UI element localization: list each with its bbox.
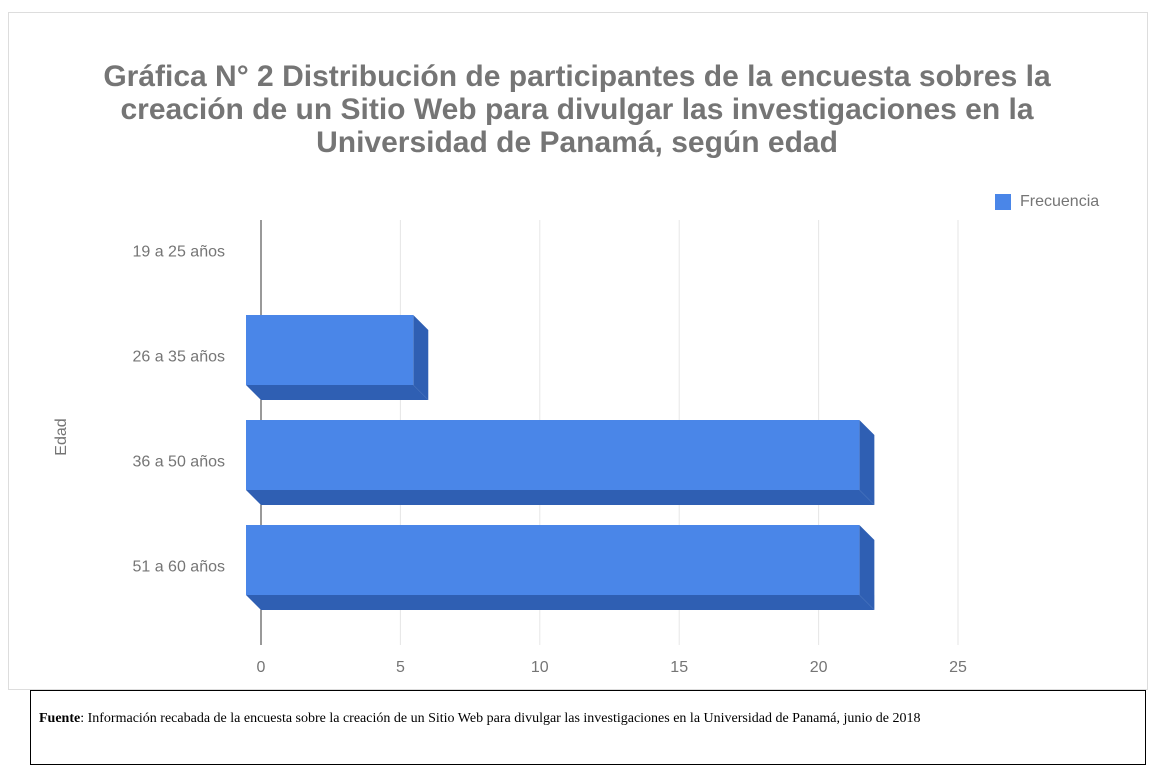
y-tick-label: 36 a 50 años <box>132 454 225 471</box>
bar-side <box>859 420 875 505</box>
source-text: : Información recabada de la encuesta so… <box>80 711 921 726</box>
x-tick-label: 25 <box>949 659 967 676</box>
y-axis-label: Edad <box>53 418 70 455</box>
bar-bottom <box>246 490 875 505</box>
chart: Edad 0 5 10 15 20 25 19 a 25 años 26 a 35 años 3… <box>53 193 1099 676</box>
bar-side <box>413 315 429 400</box>
x-tick-label: 0 <box>257 659 266 676</box>
x-tick-label: 20 <box>810 659 828 676</box>
x-tick-label: 5 <box>396 659 405 676</box>
chart-frame <box>8 12 1148 690</box>
chart-title: Gráfica N° 2 Distribución de participant… <box>103 60 1051 159</box>
bar <box>246 315 414 385</box>
legend-label: Frecuencia <box>1020 193 1099 210</box>
bar <box>246 420 860 490</box>
y-tick-label: 51 a 60 años <box>132 559 225 576</box>
bar-side <box>859 525 875 610</box>
bar-bottom <box>246 595 875 610</box>
source-label: Fuente <box>39 711 81 726</box>
y-tick-label: 19 a 25 años <box>132 244 225 261</box>
x-tick-label: 10 <box>531 659 549 676</box>
source-note: Fuente: Información recabada de la encue… <box>30 690 1146 765</box>
bar-bottom <box>246 385 429 400</box>
y-tick-label: 26 a 35 años <box>132 349 225 366</box>
x-tick-label: 15 <box>670 659 688 676</box>
legend-swatch <box>995 194 1011 210</box>
bar <box>246 525 860 595</box>
